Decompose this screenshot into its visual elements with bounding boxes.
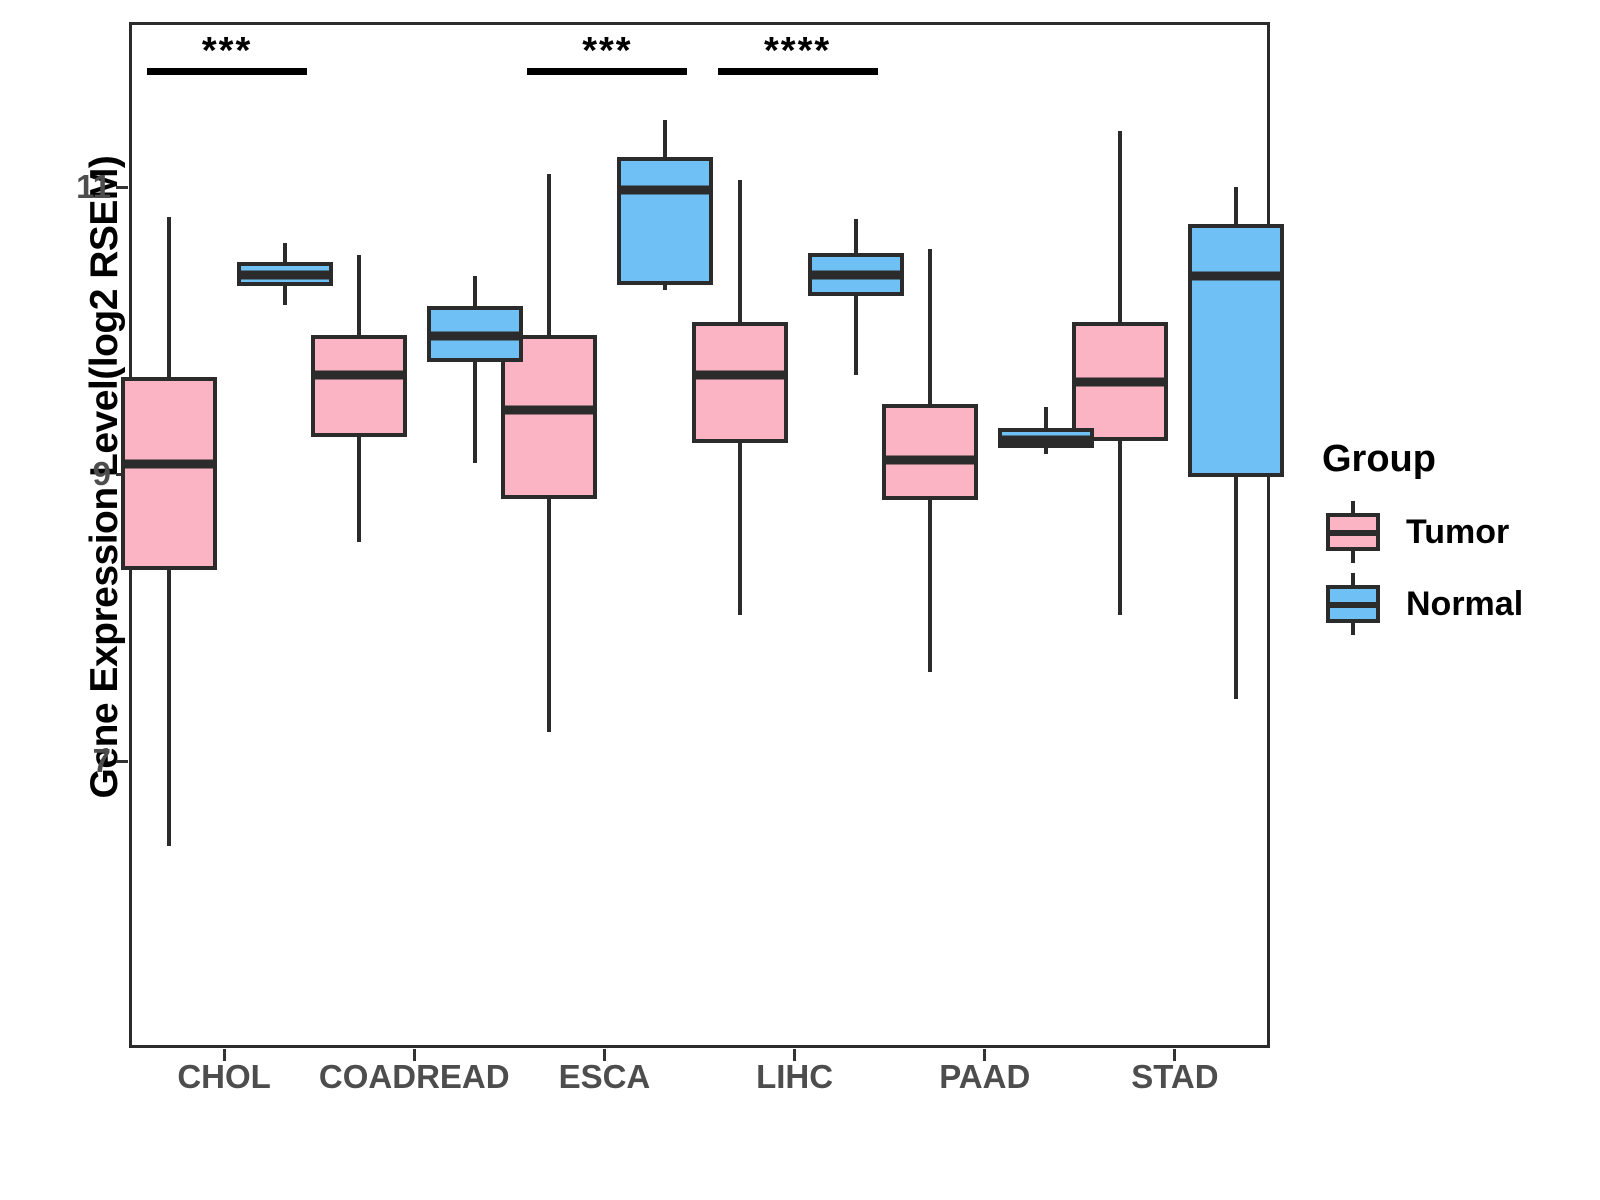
x-tick-mark bbox=[412, 1049, 416, 1061]
x-tick-mark bbox=[793, 1049, 797, 1061]
boxplot-chol-tumor bbox=[121, 25, 218, 1051]
legend-label-tumor: Tumor bbox=[1406, 512, 1510, 551]
x-tick-label-stad: STAD bbox=[1131, 1058, 1219, 1095]
legend: Group Tumor Normal bbox=[1322, 438, 1523, 645]
whisker-lower bbox=[1117, 441, 1122, 615]
whisker-lower bbox=[1233, 477, 1238, 700]
x-tick-mark bbox=[602, 1049, 606, 1061]
whisker-upper bbox=[473, 276, 478, 307]
x-tick-mark bbox=[1173, 1049, 1177, 1061]
median-line bbox=[807, 270, 904, 280]
median-line bbox=[691, 370, 788, 380]
box-iqr bbox=[881, 403, 978, 500]
plot-panel: *** *** **** bbox=[121, 22, 1284, 1048]
boxplot-lihc-normal bbox=[807, 25, 904, 1051]
boxplot-chol-normal bbox=[237, 25, 334, 1051]
whisker-lower bbox=[737, 442, 742, 615]
boxplot-paad-normal bbox=[997, 25, 1094, 1051]
whisker-lower bbox=[927, 499, 932, 673]
whisker-upper bbox=[927, 248, 932, 404]
whisker-upper bbox=[737, 179, 742, 323]
legend-key-tumor-icon bbox=[1322, 501, 1384, 563]
plot-area: *** *** **** bbox=[121, 25, 1284, 1045]
significance-bar-lihc bbox=[717, 68, 878, 76]
significance-bar-chol bbox=[147, 68, 308, 76]
median-line bbox=[311, 370, 408, 380]
whisker-upper bbox=[283, 243, 288, 262]
box-iqr bbox=[617, 157, 714, 285]
whisker-lower bbox=[853, 296, 858, 376]
box-iqr bbox=[691, 322, 788, 443]
median-line bbox=[501, 405, 598, 415]
median-line bbox=[997, 435, 1094, 445]
x-tick-label-paad: PAAD bbox=[939, 1058, 1031, 1095]
y-tick-mark bbox=[116, 185, 128, 189]
legend-item-tumor[interactable]: Tumor bbox=[1322, 501, 1523, 563]
whisker-lower bbox=[283, 286, 288, 305]
x-tick-label-chol: CHOL bbox=[177, 1058, 271, 1095]
boxplot-lihc-tumor bbox=[691, 25, 788, 1051]
median-line bbox=[1187, 271, 1284, 281]
significance-stars-esca: *** bbox=[582, 30, 633, 73]
boxplot-stad-tumor bbox=[1071, 25, 1168, 1051]
whisker-upper bbox=[1043, 406, 1048, 429]
boxplot-stad-normal bbox=[1187, 25, 1284, 1051]
boxplot-coadread-tumor bbox=[311, 25, 408, 1051]
x-tick-label-lihc: LIHC bbox=[756, 1058, 834, 1095]
boxplot-esca-normal bbox=[617, 25, 714, 1051]
legend-title: Group bbox=[1322, 438, 1436, 480]
median-line bbox=[237, 270, 334, 280]
x-tick-label-coadread: COADREAD bbox=[318, 1058, 510, 1095]
median-line bbox=[121, 459, 218, 469]
whisker-upper bbox=[357, 254, 362, 335]
median-line bbox=[881, 455, 978, 465]
legend-label-normal: Normal bbox=[1406, 584, 1524, 623]
whisker-upper bbox=[167, 217, 172, 377]
box-iqr bbox=[121, 376, 218, 571]
boxplot-coadread-normal bbox=[427, 25, 524, 1051]
legend-item-normal[interactable]: Normal bbox=[1322, 573, 1523, 635]
legend-key-median bbox=[1326, 602, 1380, 608]
whisker-lower bbox=[473, 362, 478, 463]
x-tick-label-esca: ESCA bbox=[558, 1058, 651, 1095]
median-line bbox=[1071, 377, 1168, 387]
whisker-upper bbox=[1233, 187, 1238, 225]
whisker-lower bbox=[663, 284, 668, 291]
x-tick-mark bbox=[222, 1049, 226, 1061]
significance-stars-lihc: **** bbox=[764, 30, 832, 73]
whisker-upper bbox=[1117, 131, 1122, 323]
y-tick-label: 9 bbox=[92, 455, 111, 492]
median-line bbox=[427, 331, 524, 341]
whisker-lower bbox=[547, 498, 552, 733]
boxplot-paad-tumor bbox=[881, 25, 978, 1051]
y-tick-mark bbox=[116, 759, 128, 763]
whisker-upper bbox=[853, 218, 858, 254]
box-iqr bbox=[311, 334, 408, 437]
box-iqr bbox=[1187, 224, 1284, 477]
median-line bbox=[617, 185, 714, 195]
significance-stars-chol: *** bbox=[201, 30, 253, 73]
legend-key-median bbox=[1326, 530, 1380, 536]
y-tick-label: 11 bbox=[76, 168, 111, 206]
legend-key-normal-icon bbox=[1322, 573, 1384, 635]
whisker-lower bbox=[1043, 448, 1048, 455]
whisker-upper bbox=[547, 174, 552, 335]
y-tick-label: 7 bbox=[92, 742, 111, 779]
significance-bar-esca bbox=[527, 68, 688, 76]
legend-items: Tumor Normal bbox=[1322, 501, 1523, 635]
whisker-lower bbox=[167, 570, 172, 846]
whisker-upper bbox=[663, 119, 668, 157]
x-tick-mark bbox=[983, 1049, 987, 1061]
whisker-lower bbox=[357, 436, 362, 542]
